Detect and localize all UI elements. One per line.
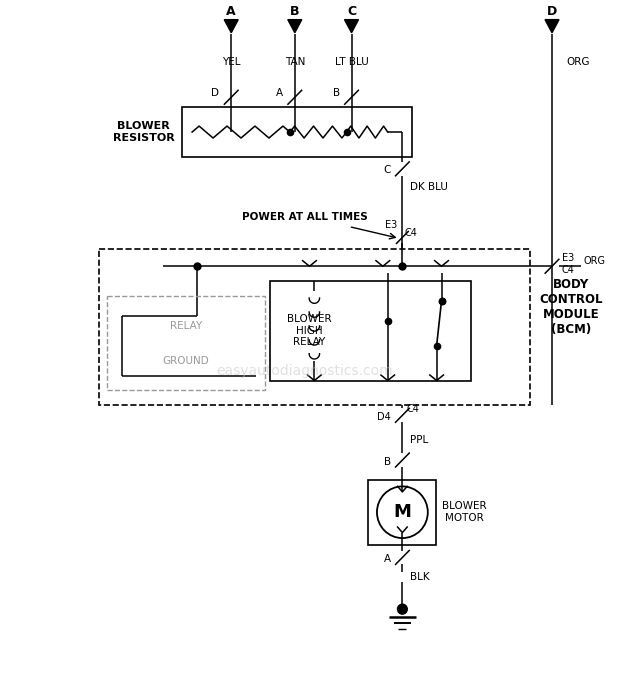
Text: GROUND: GROUND [163, 356, 210, 365]
Text: E3: E3 [385, 220, 397, 230]
Text: BLOWER
RESISTOR: BLOWER RESISTOR [112, 121, 174, 143]
Text: C4: C4 [406, 405, 419, 414]
Polygon shape [288, 20, 302, 33]
Text: B: B [290, 5, 300, 18]
Bar [99, 249, 530, 405]
Bar [182, 107, 412, 157]
Bar [270, 281, 471, 381]
Text: LT BLU: LT BLU [335, 57, 368, 67]
Text: A: A [226, 5, 236, 18]
Text: easyautodiagnostics.com: easyautodiagnostics.com [216, 363, 393, 377]
Text: ORG: ORG [567, 57, 590, 67]
Text: M: M [394, 503, 412, 522]
Text: C4: C4 [404, 228, 417, 239]
Text: POWER AT ALL TIMES: POWER AT ALL TIMES [242, 211, 368, 221]
Text: BLK: BLK [410, 573, 430, 582]
Text: D: D [547, 5, 557, 18]
Text: YEL: YEL [222, 57, 240, 67]
Text: BLOWER
HIGH
RELAY: BLOWER HIGH RELAY [287, 314, 332, 347]
Polygon shape [344, 20, 358, 33]
Text: C: C [347, 5, 356, 18]
Text: A: A [276, 88, 283, 98]
Text: BLOWER
MOTOR: BLOWER MOTOR [442, 501, 487, 523]
Text: C: C [383, 164, 391, 175]
Text: B: B [332, 88, 340, 98]
Text: D: D [211, 88, 219, 98]
Polygon shape [224, 20, 238, 33]
Text: BODY
CONTROL
MODULE
(BCM): BODY CONTROL MODULE (BCM) [540, 279, 603, 337]
Bar [368, 480, 436, 545]
Text: B: B [384, 457, 391, 467]
Text: D4: D4 [377, 412, 391, 422]
Text: DK BLU: DK BLU [410, 182, 448, 192]
Bar [107, 296, 266, 391]
Text: A: A [384, 554, 391, 564]
Text: C4: C4 [562, 265, 575, 275]
Polygon shape [545, 20, 559, 33]
Text: TAN: TAN [285, 57, 305, 67]
Text: PPL: PPL [410, 435, 428, 445]
Circle shape [397, 604, 407, 614]
Text: ORG: ORG [583, 256, 605, 266]
Text: E3: E3 [562, 253, 574, 263]
Text: RELAY: RELAY [170, 321, 202, 331]
